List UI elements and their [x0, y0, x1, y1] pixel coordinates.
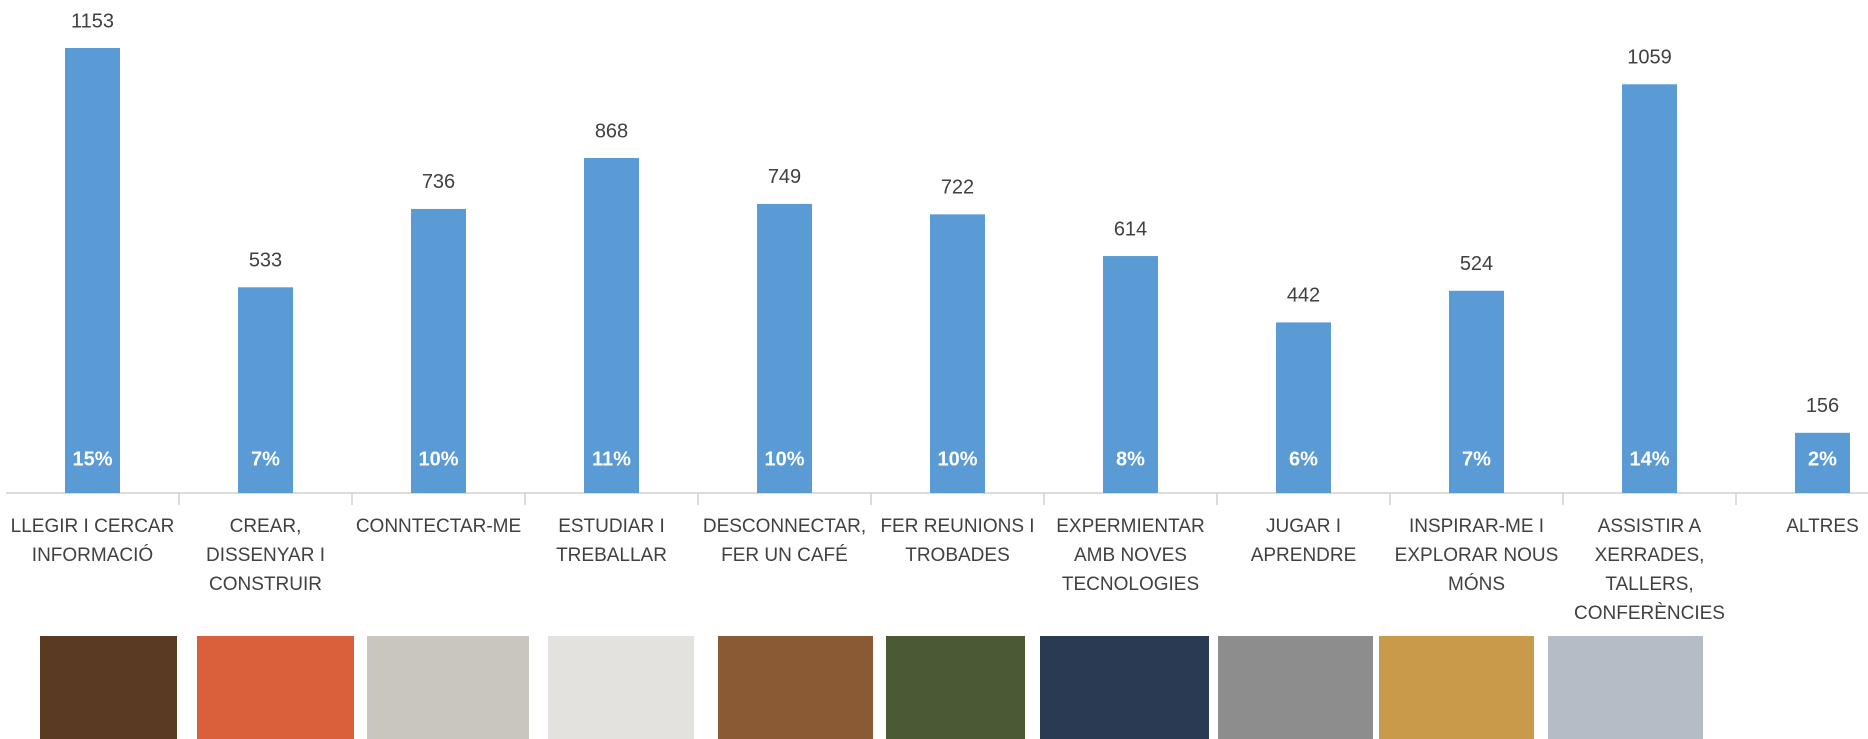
- value-label: 442: [1287, 285, 1320, 307]
- bar: [1795, 432, 1850, 493]
- bar: [584, 157, 639, 493]
- photo: [1379, 636, 1534, 739]
- photo: [1218, 636, 1373, 739]
- share-label: 11%: [592, 448, 631, 470]
- share-label: 7%: [1462, 448, 1491, 470]
- x-tick-label: DESCONNECTAR, FER UN CAFÉ: [702, 516, 867, 566]
- value-label: 1059: [1627, 47, 1672, 69]
- share-label: 15%: [72, 448, 112, 470]
- bar: [1622, 84, 1677, 494]
- value-label: 524: [1460, 253, 1493, 275]
- value-label: 533: [249, 250, 282, 272]
- x-tick-label: FER REUNIONS I TROBADES: [880, 516, 1035, 566]
- share-label: 2%: [1808, 448, 1837, 470]
- bar: [1449, 290, 1504, 493]
- photo: [1040, 636, 1209, 739]
- value-label: 156: [1806, 395, 1839, 417]
- value-label: 868: [595, 120, 628, 142]
- bar: [930, 214, 985, 494]
- value-label: 736: [422, 171, 455, 193]
- x-tick-label: ASSISTIR A XERRADES, TALLERS, CONFERÈNCI…: [1574, 516, 1725, 624]
- x-tick-label: CONNTECTAR-ME: [355, 516, 522, 537]
- photo: [548, 636, 694, 739]
- bar: [65, 48, 120, 493]
- value-label: 722: [941, 177, 974, 199]
- x-tick-label: ESTUDIAR I TREBALLAR: [556, 516, 667, 566]
- share-label: 10%: [418, 448, 458, 470]
- x-tick-label: JUGAR I APRENDRE: [1250, 516, 1357, 566]
- photo: [367, 636, 529, 739]
- share-label: 14%: [1629, 448, 1669, 470]
- share-label: 10%: [937, 448, 977, 470]
- photos: [40, 636, 1703, 739]
- bar: [1276, 322, 1331, 493]
- x-tick-label: EXPERMIENTAR AMB NOVES TECNOLOGIES: [1056, 516, 1205, 595]
- share-label: 8%: [1116, 448, 1145, 470]
- value-label: 614: [1114, 218, 1147, 240]
- x-tick-label: CREAR, DISSENYAR I CONSTRUIR: [206, 516, 325, 595]
- value-label: 749: [768, 166, 801, 188]
- x-tick-label: INSPIRAR-ME I EXPLORAR NOUS MÓNS: [1394, 516, 1559, 595]
- photo: [197, 636, 354, 739]
- x-tick-label: ALTRES: [1786, 516, 1859, 537]
- photo: [40, 636, 177, 739]
- bar: [1103, 256, 1158, 493]
- bar: [411, 208, 466, 493]
- photo: [1548, 636, 1703, 739]
- value-label: 1153: [71, 10, 114, 32]
- photo: [886, 636, 1025, 739]
- share-label: 6%: [1289, 448, 1318, 470]
- share-label: 7%: [251, 448, 280, 470]
- bar: [757, 203, 812, 493]
- x-tick-label: LLEGIR I CERCAR INFORMACIÓ: [10, 516, 175, 566]
- share-label: 10%: [764, 448, 804, 470]
- photo: [718, 636, 873, 739]
- bar: [238, 287, 293, 493]
